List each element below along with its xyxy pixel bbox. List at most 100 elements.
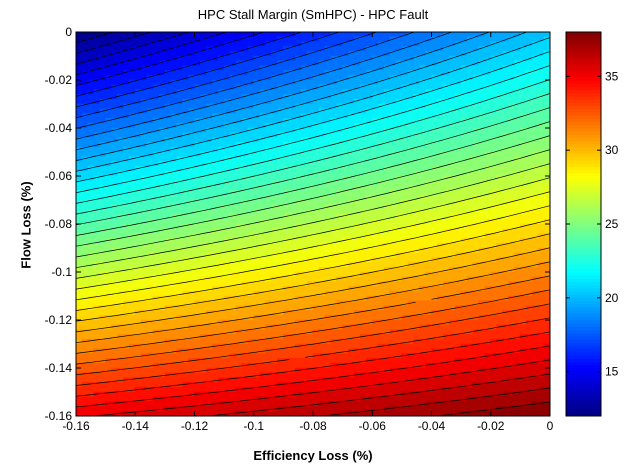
contour-cell bbox=[223, 286, 231, 292]
contour-cell bbox=[117, 98, 124, 105]
contour-cell bbox=[377, 406, 385, 412]
contour-cell bbox=[371, 247, 379, 254]
contour-cell bbox=[401, 406, 409, 412]
contour-cell bbox=[419, 156, 426, 162]
contour-cell bbox=[200, 108, 207, 114]
contour-cell bbox=[342, 290, 349, 297]
contour-cell bbox=[188, 377, 195, 383]
contour-cell bbox=[395, 257, 403, 263]
contour-cell bbox=[223, 175, 231, 182]
contour-cell bbox=[366, 242, 373, 249]
contour-cell bbox=[318, 334, 326, 340]
contour-cell bbox=[241, 247, 249, 254]
contour-cell bbox=[437, 151, 444, 158]
contour-cell bbox=[300, 89, 308, 95]
contour-cell bbox=[99, 146, 106, 153]
contour-cell bbox=[289, 65, 296, 71]
contour-cell bbox=[383, 132, 391, 138]
contour-cell bbox=[99, 266, 106, 273]
contour-cell bbox=[407, 103, 415, 110]
contour-cell bbox=[176, 70, 183, 76]
contour-cell bbox=[312, 156, 320, 162]
contour-cell bbox=[395, 137, 403, 143]
contour-cell bbox=[330, 127, 337, 134]
contour-cell bbox=[200, 74, 207, 81]
contour-cell bbox=[318, 209, 326, 215]
contour-cell bbox=[123, 228, 130, 234]
contour-cell bbox=[431, 223, 438, 230]
contour-cell bbox=[330, 401, 337, 407]
contour-cell bbox=[200, 137, 207, 143]
contour-cell bbox=[318, 386, 326, 393]
contour-cell bbox=[206, 113, 213, 119]
contour-cell bbox=[123, 338, 130, 345]
contour-cell bbox=[235, 286, 243, 292]
contour-cell bbox=[377, 127, 385, 134]
contour-cell bbox=[87, 94, 95, 100]
contour-cell bbox=[407, 98, 415, 105]
contour-cell bbox=[437, 406, 444, 412]
contour-cell bbox=[312, 55, 320, 62]
contour-cell bbox=[377, 32, 385, 38]
contour-cell bbox=[134, 108, 142, 114]
contour-cell bbox=[294, 214, 302, 220]
contour-cell bbox=[413, 151, 420, 158]
contour-cell bbox=[289, 113, 296, 119]
contour-cell bbox=[99, 122, 106, 129]
contour-cell bbox=[170, 324, 178, 330]
contour-cell bbox=[348, 338, 355, 345]
contour-cell bbox=[117, 142, 124, 148]
contour-cell bbox=[247, 65, 255, 71]
contour-cell bbox=[146, 329, 154, 335]
contour-cell bbox=[81, 166, 89, 172]
contour-cell bbox=[76, 190, 83, 196]
contour-cell bbox=[306, 343, 314, 350]
contour-cell bbox=[247, 156, 255, 162]
contour-cell bbox=[395, 276, 403, 282]
contour-cell bbox=[170, 122, 178, 129]
contour-cell bbox=[342, 362, 349, 369]
contour-cell bbox=[99, 113, 106, 119]
contour-cell bbox=[87, 367, 95, 374]
contour-cell bbox=[389, 372, 397, 378]
contour-cell bbox=[200, 290, 207, 297]
contour-cell bbox=[164, 70, 172, 76]
contour-cell bbox=[87, 252, 95, 258]
contour-cell bbox=[389, 271, 397, 278]
contour-cell bbox=[360, 185, 367, 191]
contour-cell bbox=[259, 257, 266, 263]
contour-cell bbox=[300, 377, 308, 383]
contour-cell bbox=[217, 353, 225, 359]
contour-cell bbox=[188, 199, 195, 206]
contour-cell bbox=[105, 209, 112, 215]
contour-cell bbox=[318, 137, 326, 143]
contour-cell bbox=[330, 132, 337, 138]
contour-cell bbox=[401, 353, 409, 359]
contour-cell bbox=[223, 367, 231, 374]
contour-cell bbox=[283, 348, 290, 354]
contour-cell bbox=[377, 98, 385, 105]
contour-cell bbox=[134, 50, 142, 57]
contour-cell bbox=[336, 170, 343, 177]
contour-cell bbox=[235, 36, 243, 42]
contour-cell bbox=[342, 252, 349, 258]
contour-cell bbox=[253, 70, 260, 76]
contour-cell bbox=[377, 180, 385, 186]
contour-cell bbox=[117, 242, 124, 249]
contour-cell bbox=[289, 406, 296, 412]
contour-cell bbox=[395, 252, 403, 258]
contour-cell bbox=[211, 190, 219, 196]
contour-cell bbox=[223, 79, 231, 86]
contour-cell bbox=[93, 180, 101, 186]
contour-cell bbox=[211, 262, 219, 268]
contour-cell bbox=[277, 204, 284, 210]
contour-cell bbox=[146, 142, 154, 148]
contour-cell bbox=[312, 401, 320, 407]
contour-cell bbox=[389, 310, 397, 316]
contour-cell bbox=[176, 319, 183, 326]
contour-cell bbox=[330, 228, 337, 234]
contour-cell bbox=[300, 166, 308, 172]
contour-cell bbox=[300, 396, 308, 402]
contour-cell bbox=[200, 382, 207, 388]
contour-cell bbox=[425, 46, 432, 52]
